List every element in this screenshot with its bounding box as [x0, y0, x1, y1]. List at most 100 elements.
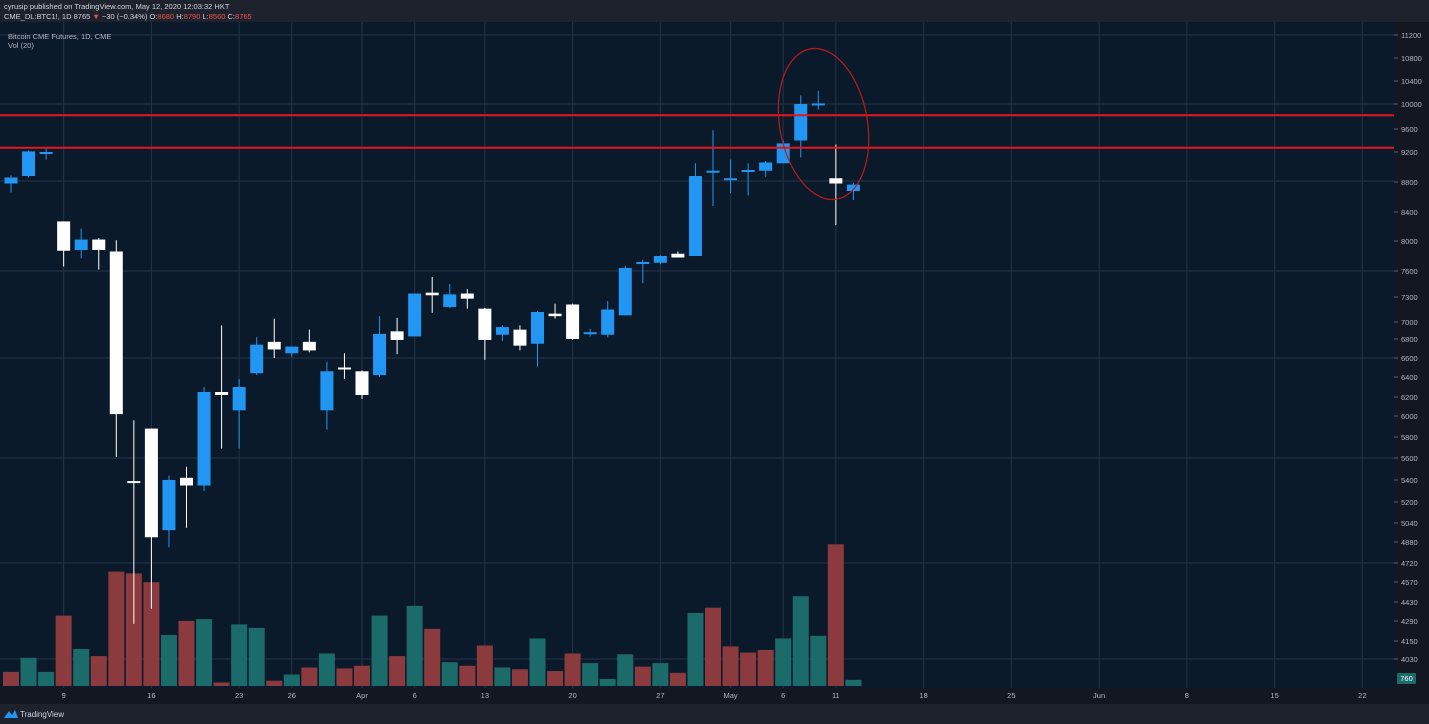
candle-body	[39, 152, 53, 154]
volume-bar	[792, 596, 809, 686]
volume-bar	[283, 674, 300, 686]
candle-body	[355, 371, 369, 395]
candle-body	[829, 178, 843, 184]
price-axis-labels: 11200 10800 10400 10000 9600 9200 8800 8400 8000…	[1394, 31, 1422, 684]
candle-body	[74, 239, 88, 250]
price-tick-label: 9200	[1401, 148, 1418, 157]
price-tick-label: 6200	[1401, 393, 1418, 402]
price-tick-label: 6600	[1401, 354, 1418, 363]
change-arrow-icon: ▼	[92, 12, 100, 21]
price-tick-label: 8000	[1401, 237, 1418, 246]
symbol-label: CME_DL:BTC1!, 1D	[4, 12, 72, 21]
candle-body	[706, 170, 720, 173]
candle-body	[794, 104, 808, 141]
volume-bar	[740, 652, 757, 686]
price-tick-label: 4880	[1401, 538, 1418, 547]
price-tick-label: 9600	[1401, 125, 1418, 134]
candlesticks	[4, 90, 860, 624]
volume-bar	[652, 663, 669, 686]
price-tick-label: 4430	[1401, 598, 1418, 607]
price-tick-label: 6400	[1401, 373, 1418, 382]
price-axis[interactable]	[1394, 22, 1429, 704]
candle-body	[285, 346, 299, 354]
annotation-ellipse	[777, 47, 870, 201]
volume-bar	[73, 649, 90, 686]
volume-bar	[20, 657, 37, 686]
price-chart[interactable]: 98209275 1120010800104001000096009200880…	[0, 22, 1429, 704]
high-label: H:	[176, 12, 184, 21]
tradingview-logo-icon	[4, 710, 18, 718]
open-value: 8680	[157, 12, 175, 21]
candle-body	[144, 428, 158, 538]
time-tick-label: 13	[481, 691, 489, 700]
volume-bar	[599, 678, 616, 686]
grid-lines	[0, 22, 1394, 688]
publish-info: cyrusip published on TradingView.com, Ma…	[4, 2, 230, 11]
candle-body	[495, 327, 509, 335]
volume-bar	[775, 638, 792, 686]
volume-bar	[178, 620, 195, 686]
candle-body	[724, 178, 738, 181]
candle-body	[250, 344, 264, 374]
volume-bar	[125, 573, 142, 686]
volume-tag	[1397, 673, 1416, 684]
time-tick-label: 6	[413, 691, 417, 700]
candle-body	[688, 176, 702, 256]
volume-bar	[55, 615, 72, 686]
time-tick-label: Jun	[1093, 691, 1105, 700]
volume-bar	[810, 635, 827, 686]
volume-bar	[160, 634, 177, 686]
volume-legend: Vol (20)	[8, 41, 34, 50]
brand-name: TradingView	[20, 710, 65, 719]
volume-bar	[459, 665, 476, 686]
price-tick-label: 11200	[1401, 31, 1421, 40]
volume-bar	[441, 662, 458, 686]
annotation-layer[interactable]	[767, 41, 880, 207]
candle-body	[197, 392, 211, 486]
time-tick-label: 26	[288, 691, 296, 700]
volume-bar	[389, 656, 406, 686]
price-tick-label: 4150	[1401, 637, 1418, 646]
price-tick-label: 10400	[1401, 77, 1422, 86]
price-change: −30 (−0.34%)	[101, 12, 148, 21]
candle-body	[302, 341, 316, 351]
volume-bar	[757, 649, 774, 686]
candle-body	[759, 162, 773, 171]
volume-bar	[669, 672, 686, 686]
candle-body	[811, 103, 825, 106]
time-tick-label: 6	[781, 691, 785, 700]
volume-bar	[371, 615, 388, 686]
price-tick-label: 5600	[1401, 454, 1418, 463]
time-axis[interactable]	[0, 688, 1394, 704]
open-label: O:	[149, 12, 158, 21]
volume-bar	[722, 646, 739, 686]
time-tick-label: 8	[1185, 691, 1189, 700]
volume-bar	[547, 671, 564, 686]
candle-body	[22, 151, 36, 176]
price-tick-label: 7000	[1401, 318, 1418, 327]
low-label: L:	[202, 12, 209, 21]
volume-bar	[354, 665, 370, 686]
candle-body	[373, 333, 387, 376]
high-value: 8790	[183, 12, 201, 21]
price-tick-label: 8800	[1401, 178, 1418, 187]
candle-body	[320, 371, 334, 411]
time-tick-label: 15	[1270, 691, 1278, 700]
price-tick-label: 6800	[1401, 335, 1418, 344]
price-tick-label: 5040	[1401, 519, 1418, 528]
series-legend: Bitcoin CME Futures, 1D, CME	[8, 32, 112, 41]
chart-header: cyrusip published on TradingView.com, Ma…	[0, 0, 1429, 22]
time-tick-label: 27	[656, 691, 664, 700]
candle-body	[162, 480, 176, 531]
volume-bar	[827, 544, 844, 686]
candle-body	[390, 331, 404, 340]
plot-background	[0, 22, 1394, 688]
candle-body	[671, 253, 685, 258]
candle-body	[425, 292, 439, 296]
price-tick-label: 4720	[1401, 559, 1418, 568]
candle-body	[601, 309, 615, 335]
time-tick-label: Apr	[356, 691, 368, 700]
volume-bar	[143, 582, 160, 686]
volume-bars	[3, 544, 862, 686]
volume-bar	[336, 668, 353, 686]
